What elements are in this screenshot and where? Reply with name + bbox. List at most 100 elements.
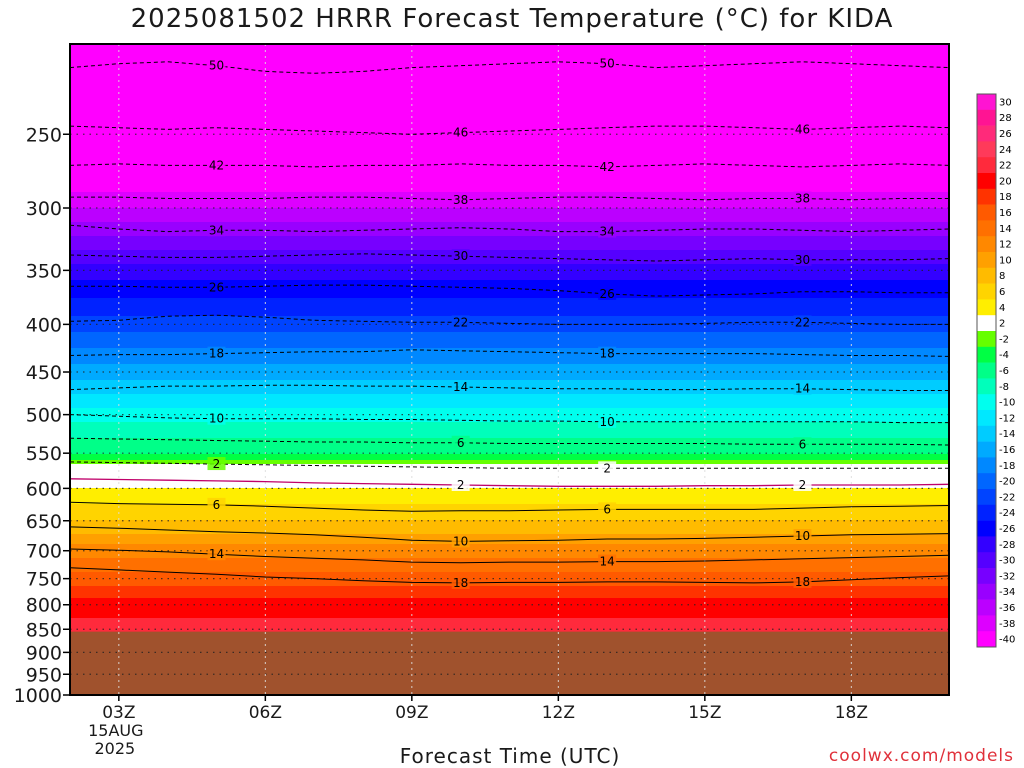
- shade-band: [70, 290, 949, 293]
- color-swatch: [977, 536, 996, 553]
- shade-band: [70, 382, 949, 385]
- contour-label: 34: [600, 225, 615, 239]
- shade-band: [70, 120, 949, 123]
- shade-band: [70, 558, 949, 561]
- color-swatch: [977, 441, 996, 458]
- shade-band: [70, 226, 949, 229]
- x-tick-label: 03Z: [102, 703, 135, 723]
- shade-band: [70, 76, 949, 79]
- color-swatch: [977, 362, 996, 379]
- shade-band: [70, 436, 949, 439]
- shade-band: [70, 552, 949, 555]
- color-swatch: [977, 457, 996, 474]
- colorbar-label: -8: [999, 382, 1009, 393]
- shade-band: [70, 360, 949, 363]
- contour-label: 10: [209, 412, 224, 426]
- shade-band: [70, 64, 949, 67]
- contour-label-bg: [598, 554, 617, 568]
- contour-label: 2: [457, 478, 465, 492]
- colorbar-label: 14: [999, 224, 1012, 235]
- shade-band: [70, 604, 949, 607]
- shade-band: [70, 54, 949, 57]
- shade-band: [70, 332, 949, 335]
- shade-band: [70, 84, 949, 87]
- shade-band: [70, 572, 949, 575]
- shade-band: [70, 398, 949, 401]
- shade-band: [70, 250, 949, 253]
- shade-band: [70, 404, 949, 407]
- shade-band: [70, 352, 949, 355]
- colorbar-label: -36: [999, 603, 1015, 614]
- shade-band: [70, 236, 949, 239]
- color-legend: 30 28 26 24 22 20 18 16 14 12 10 8 6 4 2 -2 -4 -6 -8 -10 -12…: [976, 93, 1015, 648]
- shade-band: [70, 150, 949, 153]
- contour-label: 22: [453, 315, 468, 329]
- contour-label: 22: [795, 315, 810, 329]
- shade-band: [70, 320, 949, 323]
- contour-label: 14: [453, 380, 468, 394]
- shade-band: [70, 200, 949, 203]
- y-tick-label: 250: [26, 124, 62, 146]
- contour-label: 10: [795, 529, 810, 543]
- colorbar-label: -6: [999, 366, 1009, 377]
- shade-band: [70, 58, 949, 61]
- y-tick-label: 650: [26, 511, 62, 533]
- shade-band: [70, 152, 949, 155]
- colorbar-label: -20: [999, 477, 1015, 488]
- colorbar-label: 6: [999, 287, 1005, 298]
- shade-band: [70, 312, 949, 315]
- shade-band: [70, 284, 949, 287]
- shade-band: [70, 514, 949, 517]
- shade-band: [70, 216, 949, 219]
- shade-band: [70, 130, 949, 133]
- shade-band: [70, 576, 949, 579]
- colorbar-label: -34: [999, 587, 1015, 598]
- shade-band: [70, 448, 949, 451]
- y-tick-label: 1000: [14, 685, 62, 707]
- shade-band: [70, 628, 949, 631]
- x-tick-label: 06Z: [249, 703, 282, 723]
- y-tick-label: 950: [26, 664, 62, 686]
- shade-band: [70, 116, 949, 119]
- shade-band: [70, 496, 949, 499]
- y-tick-label: 500: [26, 405, 62, 427]
- contour-label-bg: [793, 315, 812, 329]
- shade-band: [70, 434, 949, 437]
- shade-band: [70, 72, 949, 75]
- shade-band: [70, 252, 949, 255]
- shade-band: [70, 618, 949, 621]
- shade-band: [70, 112, 949, 115]
- shade-band: [70, 154, 949, 157]
- y-tick-label: 900: [26, 642, 62, 664]
- color-swatch: [977, 552, 996, 569]
- shade-band: [70, 464, 949, 467]
- shade-band: [70, 114, 949, 117]
- shade-band: [70, 474, 949, 477]
- colorbar-frame: [976, 93, 997, 648]
- shade-band: [70, 560, 949, 563]
- contour-label: 14: [600, 555, 615, 569]
- color-swatch: [977, 331, 996, 348]
- shade-band: [70, 376, 949, 379]
- shade-band: [70, 620, 949, 623]
- shade-band: [70, 102, 949, 105]
- shade-band: [70, 144, 949, 147]
- x-tick-label: 15Z: [688, 703, 721, 723]
- shade-band: [70, 304, 949, 307]
- color-swatch: [977, 473, 996, 490]
- contour-label-bg: [207, 158, 226, 172]
- shade-band: [70, 62, 949, 65]
- contour-label: 42: [209, 158, 224, 172]
- y-tick-label: 850: [26, 619, 62, 641]
- shade-band: [70, 586, 949, 589]
- colorbar-label: -22: [999, 492, 1015, 503]
- contour-label-bg: [598, 159, 617, 173]
- shade-band: [70, 374, 949, 377]
- shade-band: [70, 362, 949, 365]
- color-swatch: [977, 157, 996, 174]
- shade-band: [70, 46, 949, 49]
- shade-band: [70, 574, 949, 577]
- shade-band: [70, 410, 949, 413]
- shade-band: [70, 442, 949, 445]
